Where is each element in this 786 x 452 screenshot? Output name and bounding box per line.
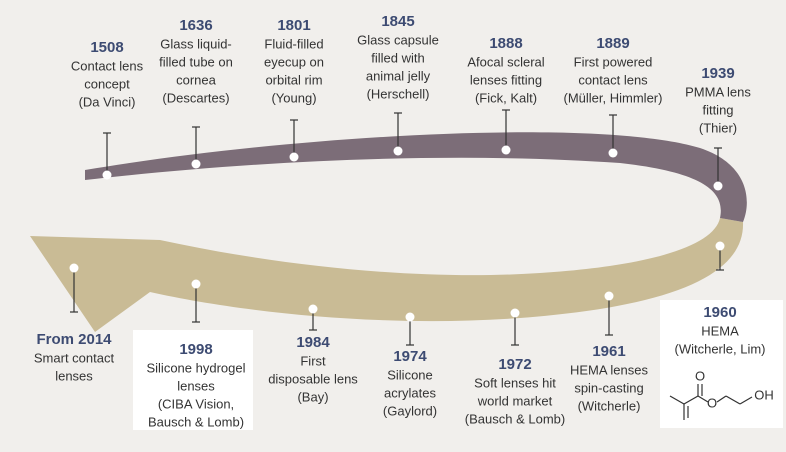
- event-description: (Young): [271, 90, 316, 105]
- event-description: disposable lens: [268, 371, 358, 386]
- event-year: 1508: [90, 39, 123, 56]
- event-dot: [102, 170, 112, 180]
- event-description: Afocal scleral: [467, 54, 544, 69]
- event-year: 1889: [596, 35, 629, 52]
- highlight-box: [133, 330, 253, 430]
- event-description: PMMA lens: [685, 84, 751, 99]
- event-dot: [510, 308, 520, 318]
- event-description: (Bay): [297, 389, 328, 404]
- hema-structure: [669, 384, 753, 420]
- event-description: Silicone: [387, 367, 433, 382]
- event-description: Glass capsule: [357, 32, 439, 47]
- event-description: (Thier): [699, 120, 737, 135]
- event-dot: [713, 181, 723, 191]
- event-dot: [308, 304, 318, 314]
- event-description: Silicone hydrogel: [146, 360, 245, 375]
- highlight-box: [660, 300, 783, 428]
- event-description: Contact lens: [71, 58, 144, 73]
- event-description: (Descartes): [162, 90, 229, 105]
- event-year: 1961: [592, 343, 625, 360]
- event-year: 1939: [701, 65, 734, 82]
- event-description: Bausch & Lomb): [148, 414, 244, 429]
- event-description: First: [300, 353, 326, 368]
- upper-band: [85, 132, 747, 222]
- event-dot: [608, 148, 618, 158]
- event-dot: [191, 279, 201, 289]
- event-year: From 2014: [36, 331, 112, 348]
- event-description: (CIBA Vision,: [158, 396, 234, 411]
- event-description: Fluid-filled: [264, 36, 323, 51]
- event-description: world market: [477, 393, 553, 408]
- event-dot: [405, 312, 415, 322]
- event-dot: [393, 146, 403, 156]
- event-description: concept: [84, 76, 130, 91]
- event-description: lenses: [177, 378, 215, 393]
- event-description: (Fick, Kalt): [475, 90, 537, 105]
- event-description: First powered: [574, 54, 653, 69]
- event-description: filled tube on: [159, 54, 233, 69]
- event-description: contact lens: [578, 72, 648, 87]
- event-year: 1998: [179, 341, 212, 358]
- event-description: lenses fitting: [470, 72, 542, 87]
- event-year: 1972: [498, 356, 531, 373]
- event-dot: [501, 145, 511, 155]
- event-description: (Bausch & Lomb): [465, 411, 565, 426]
- event-description: Smart contact: [34, 350, 115, 365]
- event-dot: [191, 159, 201, 169]
- event-description: acrylates: [384, 385, 437, 400]
- event-description: lenses: [55, 368, 93, 383]
- event-year: 1636: [179, 17, 212, 34]
- event-description: spin-casting: [574, 380, 643, 395]
- event-description: (Da Vinci): [79, 94, 136, 109]
- atom-label: O: [695, 368, 705, 383]
- event-description: HEMA: [701, 323, 739, 338]
- event-description: (Witcherle, Lim): [674, 341, 765, 356]
- event-description: eyecup on: [264, 54, 324, 69]
- event-year: 1801: [277, 17, 310, 34]
- event-dot: [604, 291, 614, 301]
- event-description: HEMA lenses: [570, 362, 649, 377]
- event-description: orbital rim: [265, 72, 322, 87]
- event-description: (Herschell): [367, 86, 430, 101]
- event-description: animal jelly: [366, 68, 431, 83]
- event-year: 1960: [703, 304, 736, 321]
- event-description: (Gaylord): [383, 403, 437, 418]
- event-description: Soft lenses hit: [474, 375, 556, 390]
- event-description: (Müller, Himmler): [564, 90, 663, 105]
- event-year: 1888: [489, 35, 522, 52]
- event-description: cornea: [176, 72, 217, 87]
- event-description: Glass liquid-: [160, 36, 232, 51]
- events: 1508 Contact lens concept (Da Vinci) 1636 Gla…: [34, 13, 766, 429]
- event-description: fitting: [702, 102, 733, 117]
- event-dot: [289, 152, 299, 162]
- atom-label: OH: [754, 387, 774, 402]
- event-year: 1974: [393, 348, 427, 365]
- atom-label: O: [707, 395, 717, 410]
- event-year: 1984: [296, 334, 330, 351]
- event-dot: [715, 241, 725, 251]
- event-description: filled with: [371, 50, 424, 65]
- event-year: 1845: [381, 13, 414, 30]
- lower-arrow: [30, 218, 744, 332]
- event-description: (Witcherle): [578, 398, 641, 413]
- event-dot: [69, 263, 79, 273]
